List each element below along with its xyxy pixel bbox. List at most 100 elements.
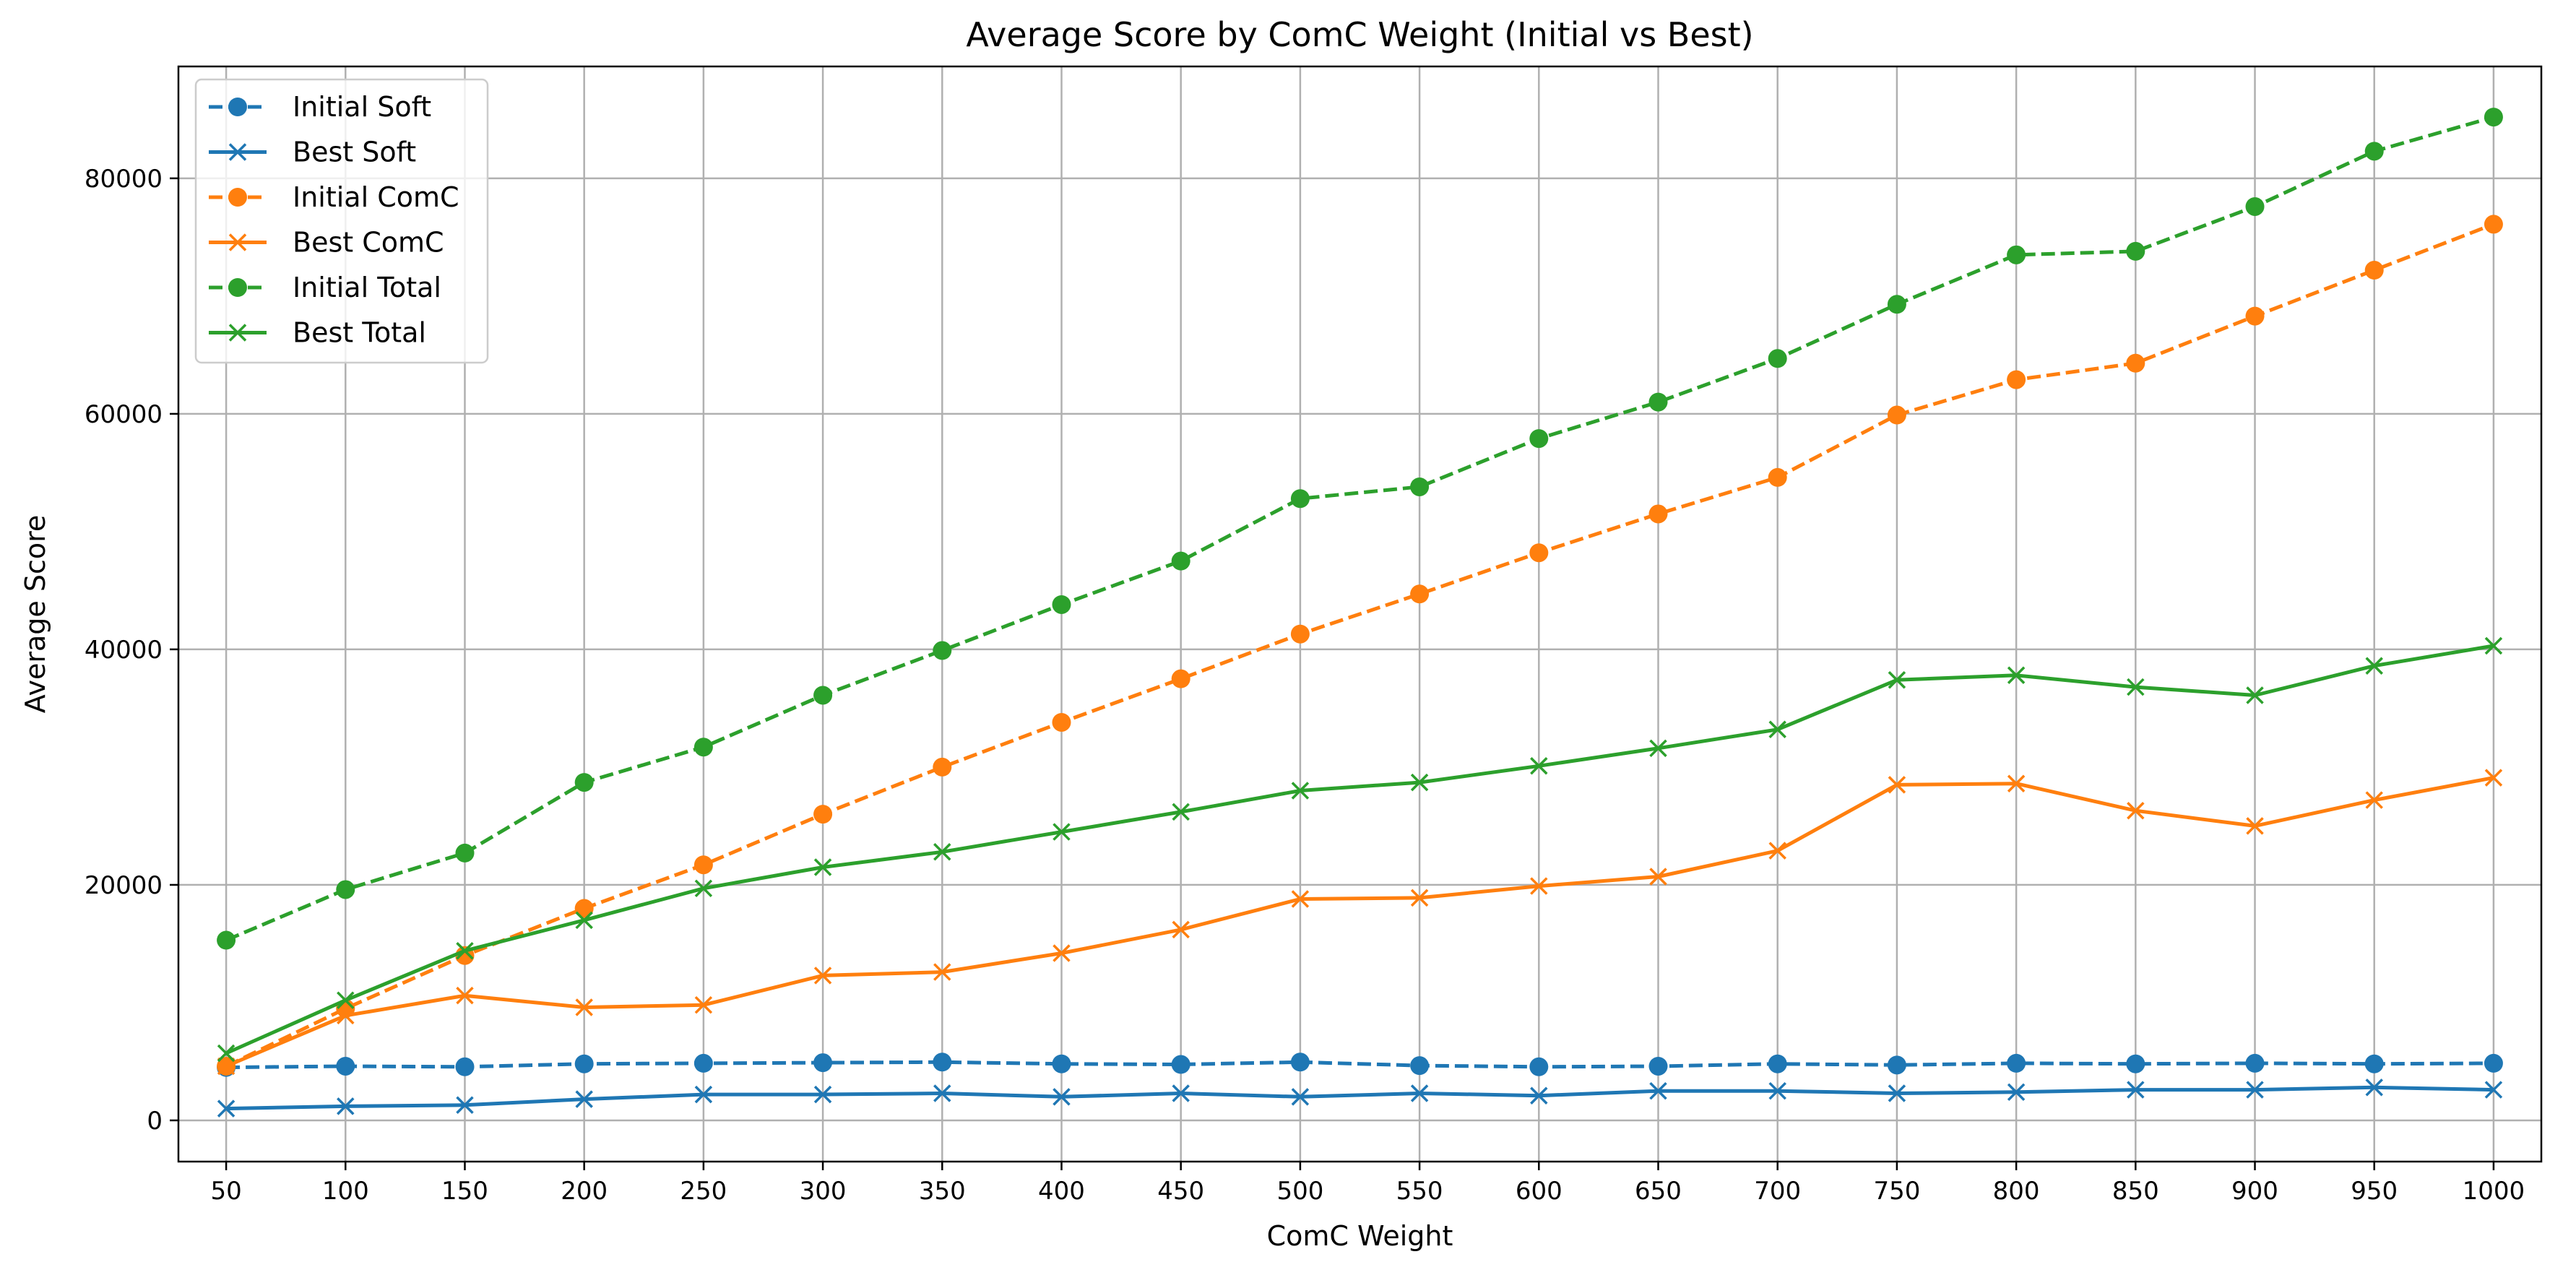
data-point (1887, 405, 1906, 425)
data-point (455, 1057, 475, 1076)
data-point (455, 843, 475, 863)
data-point (2126, 241, 2145, 261)
data-point (1291, 782, 1310, 800)
data-point (933, 757, 952, 777)
data-point (336, 880, 355, 899)
x-tick-label: 1000 (2463, 1177, 2525, 1206)
data-point (2484, 1081, 2503, 1099)
x-tick-label: 200 (561, 1177, 608, 1206)
data-point (813, 967, 832, 985)
legend-marker (228, 324, 247, 342)
x-tick-label: 450 (1157, 1177, 1204, 1206)
data-point (1768, 349, 1787, 368)
data-point (2484, 215, 2503, 234)
series-line-initial-total (225, 115, 2494, 942)
data-point (1768, 1054, 1787, 1073)
data-point (1053, 1088, 1071, 1106)
data-point (336, 1056, 355, 1076)
series-initial-total (217, 108, 2503, 950)
data-point (1649, 1081, 1667, 1100)
y-axis: 0 20000 40000 60000 80000 (85, 165, 178, 1136)
data-point (2365, 657, 2383, 675)
data-point (694, 1085, 713, 1104)
legend-marker (228, 278, 247, 297)
data-point (1529, 543, 1549, 563)
legend-label: Initial Total (293, 272, 441, 303)
data-point (933, 641, 952, 660)
x-tick-label: 800 (1993, 1177, 2040, 1206)
x-tick-label: 600 (1516, 1177, 1563, 1206)
y-tick-label: 60000 (85, 400, 163, 429)
legend-box (194, 78, 489, 364)
legend-item-initial-soft: Initial Soft (209, 91, 431, 123)
data-point (2246, 1081, 2264, 1099)
data-point (2484, 108, 2503, 127)
legend-item-best-comc: Best ComC (209, 227, 444, 259)
data-point (2007, 774, 2026, 792)
data-point (337, 1097, 355, 1115)
data-point (2364, 261, 2384, 280)
data-point (933, 1084, 951, 1102)
chart-title: Average Score by ComC Weight (Initial vs… (966, 15, 1753, 54)
x-tick-label: 100 (322, 1177, 369, 1206)
series-initial-comc (217, 215, 2503, 1076)
x-tick-label: 700 (1754, 1177, 1801, 1206)
x-tick-label: 750 (1873, 1177, 1920, 1206)
legend-marker (228, 188, 247, 207)
x-tick-label: 300 (800, 1177, 847, 1206)
data-point (1410, 889, 1429, 907)
legend-item-best-soft: Best Soft (209, 137, 416, 168)
data-point (1052, 712, 1071, 732)
data-point (1648, 1056, 1668, 1076)
data-point (1053, 823, 1071, 841)
x-tick-label: 150 (441, 1177, 488, 1206)
data-point (2245, 1053, 2265, 1073)
data-point (1888, 1084, 1906, 1102)
x-tick-label: 250 (680, 1177, 727, 1206)
data-point (2246, 817, 2264, 835)
legend-label: Best ComC (293, 227, 444, 259)
data-point (2127, 1081, 2145, 1099)
data-point (2484, 1053, 2503, 1073)
data-point (2126, 353, 2145, 373)
data-point (1529, 1057, 1549, 1076)
data-point (2365, 791, 2383, 809)
data-point (1053, 944, 1071, 962)
data-point (217, 1044, 235, 1063)
data-point (217, 1099, 235, 1118)
data-point (1171, 669, 1190, 688)
data-point (2007, 666, 2026, 685)
data-point (2127, 801, 2145, 820)
y-axis-label: Average Score (20, 515, 51, 714)
data-point (1290, 624, 1310, 644)
data-point (1530, 877, 1548, 895)
data-point (1768, 1081, 1786, 1100)
legend-marker (228, 98, 247, 116)
series-line-best-total (225, 644, 2494, 1055)
data-point (813, 1053, 833, 1073)
data-point (2007, 1053, 2026, 1073)
y-tick-label: 80000 (85, 165, 163, 194)
data-point (456, 941, 474, 960)
data-point (574, 1054, 594, 1073)
y-tick-label: 0 (147, 1107, 163, 1136)
data-point (1530, 1086, 1548, 1105)
data-point (813, 858, 832, 876)
data-point (2126, 1054, 2145, 1073)
data-point (694, 995, 713, 1014)
legend: Initial Soft Best Soft Initial ComC Best Co… (194, 78, 489, 364)
data-point (1410, 584, 1430, 604)
data-point (1052, 595, 1071, 614)
data-point (337, 1006, 355, 1025)
legend-item-initial-total: Initial Total (209, 272, 441, 303)
data-point (574, 899, 594, 918)
legend-label: Best Total (293, 317, 426, 349)
data-point (2007, 370, 2026, 389)
x-axis: 50 100 150 200 250 300 350 400 450 500 550 600 650 70… (210, 1162, 2525, 1206)
x-tick-label: 500 (1276, 1177, 1323, 1206)
data-point (1768, 842, 1786, 860)
data-point (1172, 803, 1190, 821)
data-point (575, 1090, 593, 1108)
data-point (1291, 1088, 1310, 1106)
data-point (2484, 636, 2503, 655)
